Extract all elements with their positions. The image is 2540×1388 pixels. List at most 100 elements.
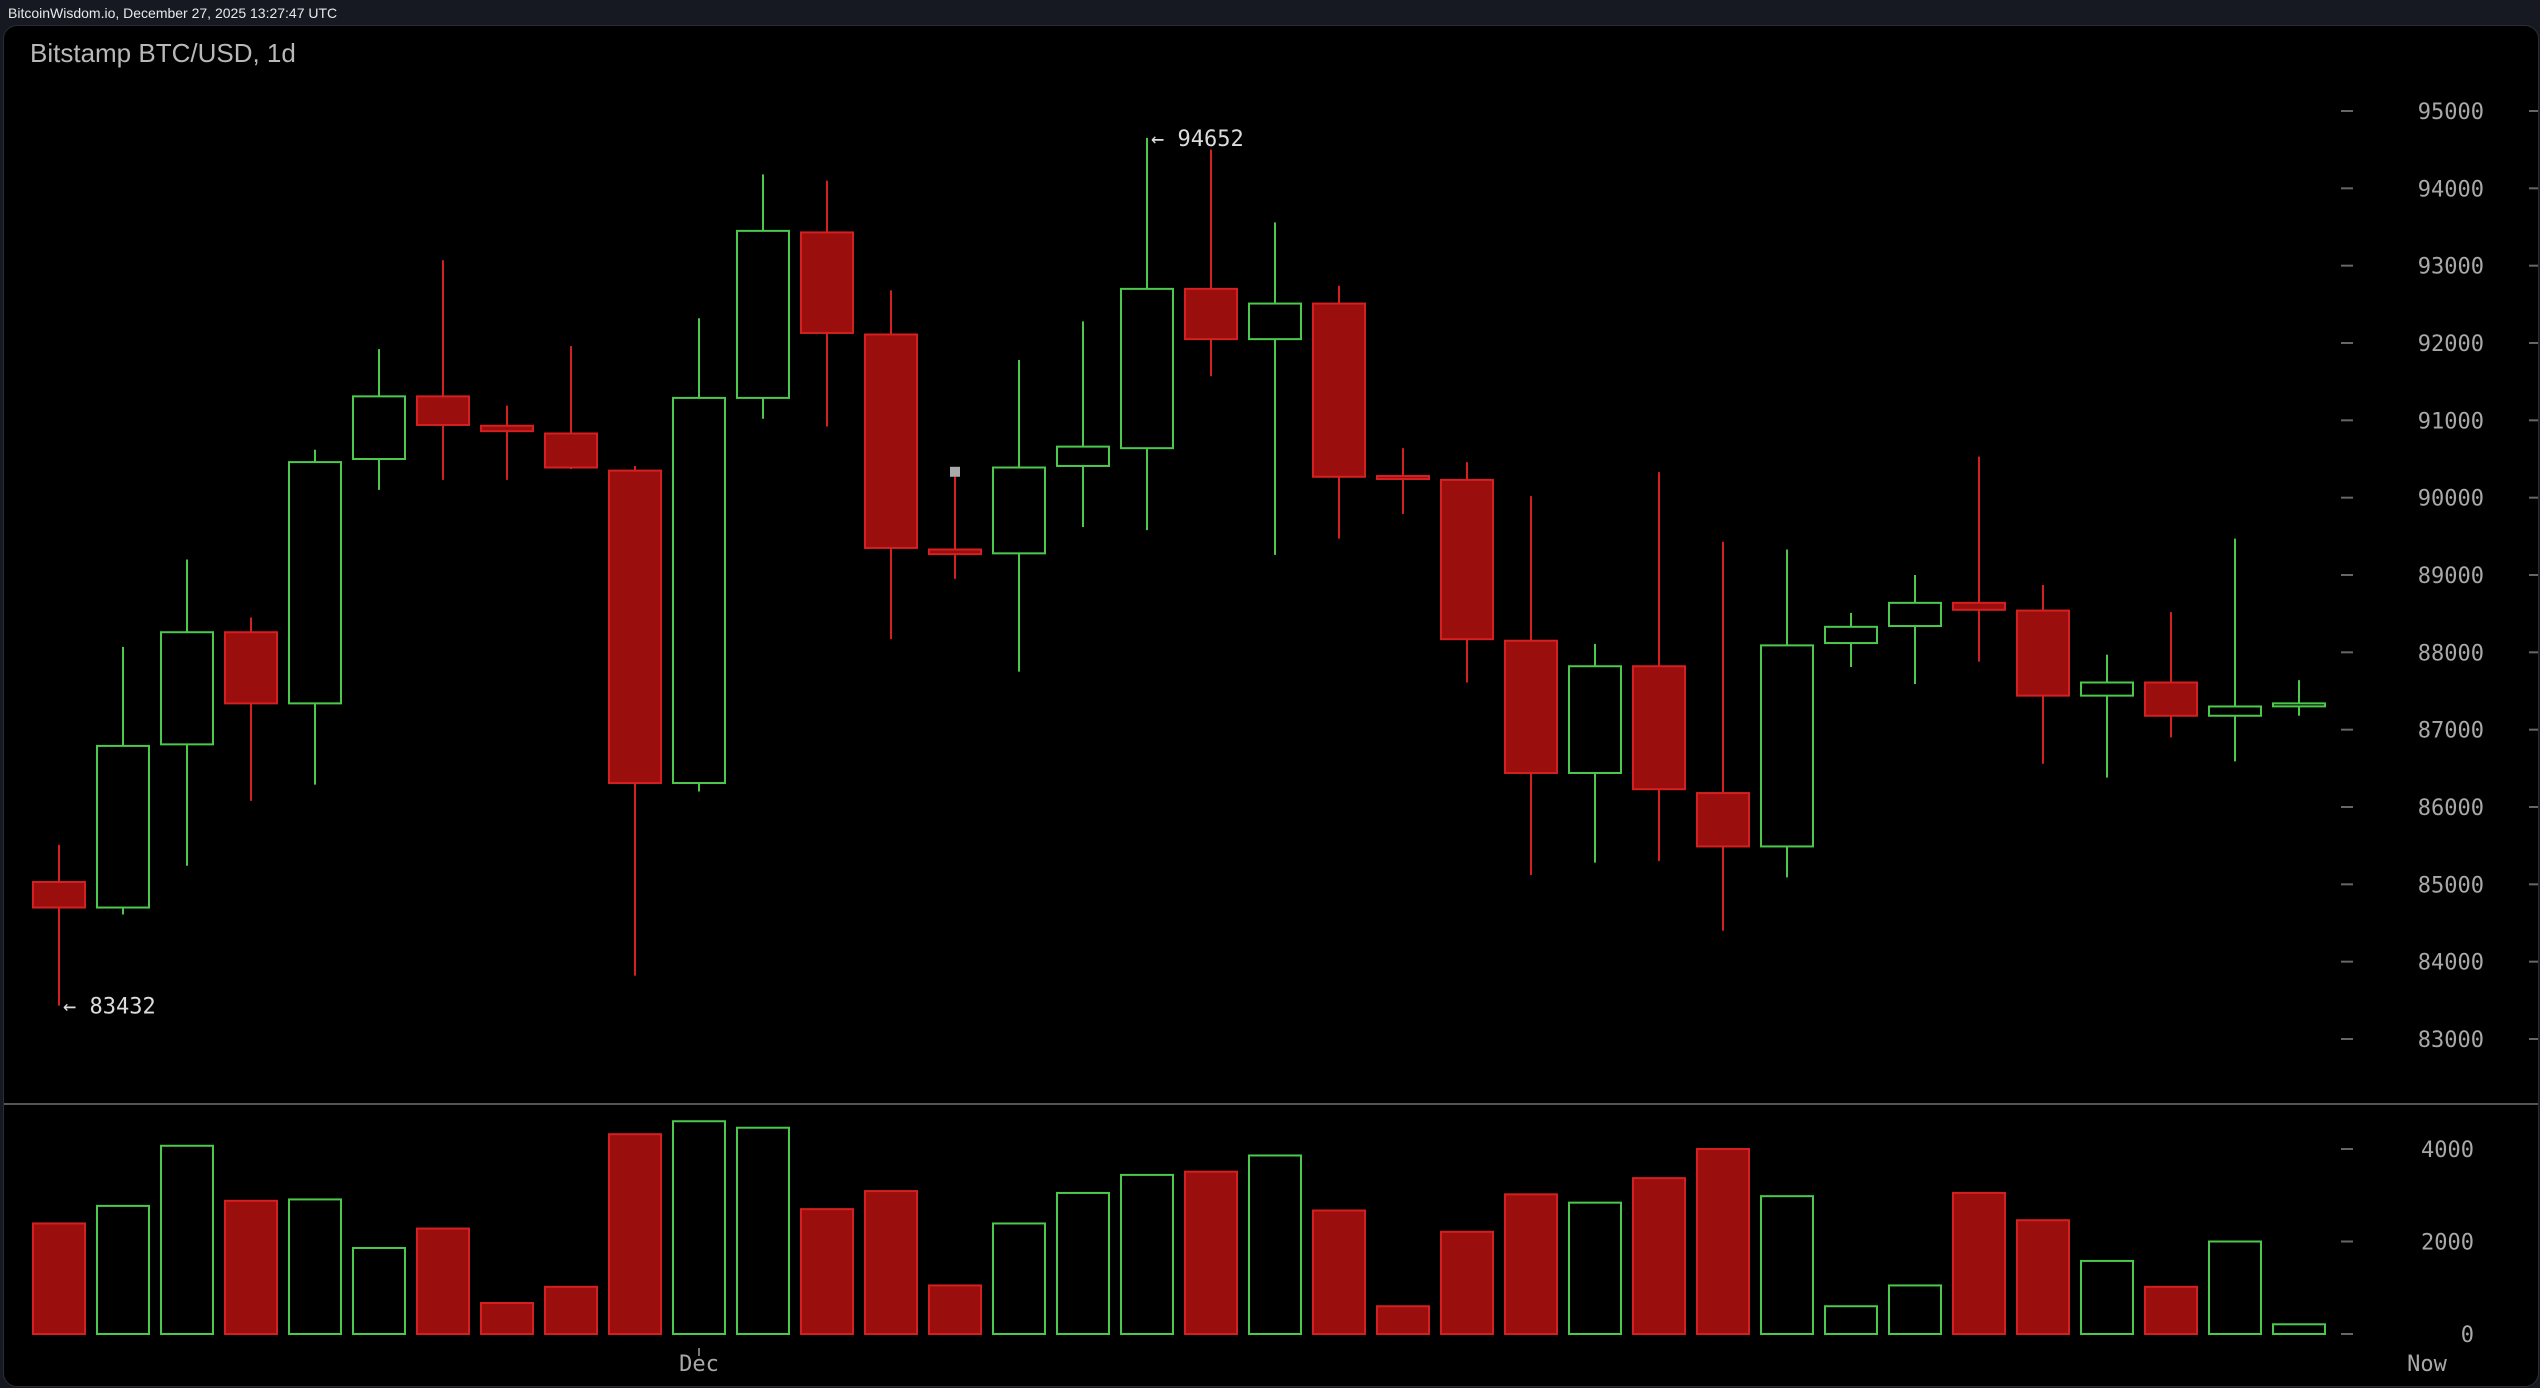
candle-body: [2016, 609, 2070, 697]
candle: [2016, 585, 2070, 764]
candle: [736, 174, 790, 419]
volume-bar: [1760, 1195, 1814, 1336]
volume-bar: [928, 1284, 982, 1335]
price-tick-label: 85000: [2418, 873, 2484, 898]
volume-bar: [992, 1222, 1046, 1336]
candle: [32, 844, 86, 1006]
volume-bar: [800, 1208, 854, 1335]
candle-body: [1952, 601, 2006, 611]
candle-body: [1504, 639, 1558, 774]
marker-icon: [950, 466, 960, 477]
price-tick-label: 92000: [2418, 332, 2484, 357]
candle: [224, 617, 278, 801]
candle: [1632, 472, 1686, 862]
candle-body: [864, 333, 918, 549]
volume-bar: [2080, 1259, 2134, 1336]
price-tick-label: 87000: [2418, 719, 2484, 744]
candle: [608, 465, 662, 976]
candle: [800, 180, 854, 427]
candle: [2144, 612, 2198, 738]
price-tick-label: 93000: [2418, 255, 2484, 280]
volume-bar: [864, 1190, 918, 1336]
candle: [288, 449, 342, 785]
volume-bar: [1440, 1230, 1494, 1335]
candle-body: [992, 466, 1046, 555]
candle: [160, 559, 214, 866]
candle: [1056, 321, 1110, 528]
candle: [1952, 456, 2006, 662]
candle-body: [416, 395, 470, 426]
candle-body: [2272, 702, 2326, 708]
volume-tick-label: 4000: [2421, 1138, 2474, 1163]
volume-bar: [1184, 1170, 1238, 1335]
candle-body: [608, 469, 662, 785]
candle: [480, 405, 534, 480]
volume-bar: [1632, 1177, 1686, 1335]
candle-body: [1760, 644, 1814, 848]
volume-bar: [1056, 1191, 1110, 1335]
chart-panel: Bitstamp BTC/USD, 1d 83000 84000 85000 8600…: [3, 25, 2539, 1387]
price-tick-label: 88000: [2418, 641, 2484, 666]
candle: [1248, 222, 1302, 555]
volume-bar: [1248, 1154, 1302, 1335]
candle-body: [480, 424, 534, 433]
volume-bar: [672, 1120, 726, 1335]
candle-body: [1440, 478, 1494, 641]
candle-body: [1056, 445, 1110, 467]
volume-axis: 0 2000 4000: [2341, 1138, 2474, 1348]
annotations: ← 94652 ← 83432: [63, 127, 1244, 1020]
candle-body: [288, 461, 342, 705]
candle: [96, 646, 150, 915]
candle: [992, 360, 1046, 672]
candle: [1568, 643, 1622, 863]
price-tick-label: 94000: [2418, 177, 2484, 202]
candlestick-chart[interactable]: 83000 84000 85000 86000 87000 88000 89000 90000…: [4, 26, 2538, 1386]
candle-body: [928, 548, 982, 556]
candle: [2208, 538, 2262, 762]
price-tick-label: 84000: [2418, 951, 2484, 976]
candle: [2080, 654, 2134, 778]
candle: [1696, 541, 1750, 931]
candle: [1184, 149, 1238, 377]
candle-body: [736, 229, 790, 399]
volume-bar: [608, 1133, 662, 1335]
candle-body: [1888, 601, 1942, 628]
candle-body: [224, 631, 278, 705]
candle-body: [1248, 302, 1302, 341]
candle-body: [1376, 475, 1430, 481]
top-bar: BitcoinWisdom.io, December 27, 2025 13:2…: [0, 0, 2540, 26]
candle-body: [32, 881, 86, 909]
candle: [672, 318, 726, 792]
volume-bar: [544, 1285, 598, 1335]
price-axis: 83000 84000 85000 86000 87000 88000 89000 90000…: [2341, 100, 2538, 1053]
candle-body: [96, 744, 150, 909]
volume-bar: [1824, 1305, 1878, 1335]
volume-bar: [1696, 1148, 1750, 1335]
volume-bar: [2016, 1219, 2070, 1335]
candle: [1312, 285, 1366, 539]
volume-bar: [1312, 1209, 1366, 1335]
volume-bar: [352, 1246, 406, 1335]
price-tick-label: 89000: [2418, 564, 2484, 589]
time-label: Now: [2407, 1352, 2447, 1377]
candle: [1504, 496, 1558, 876]
volume-bar: [1120, 1173, 1174, 1336]
candle: [1824, 612, 1878, 668]
volume-bar: [32, 1222, 86, 1336]
candle: [864, 290, 918, 640]
volume-bar: [1568, 1201, 1622, 1336]
price-tick-label: 90000: [2418, 487, 2484, 512]
candle: [544, 346, 598, 470]
source-timestamp: BitcoinWisdom.io, December 27, 2025 13:2…: [8, 5, 338, 21]
candle: [2272, 680, 2326, 716]
candle: [416, 260, 470, 480]
candle-body: [1632, 665, 1686, 791]
candle: [1888, 575, 1942, 685]
candle: [1120, 137, 1174, 531]
volume-bar: [1376, 1305, 1430, 1335]
candle-body: [1120, 287, 1174, 450]
chart-title: Bitstamp BTC/USD, 1d: [30, 38, 296, 68]
volume-bar: [1504, 1193, 1558, 1335]
candle-body: [1184, 287, 1238, 341]
volume-bar: [1888, 1284, 1942, 1335]
